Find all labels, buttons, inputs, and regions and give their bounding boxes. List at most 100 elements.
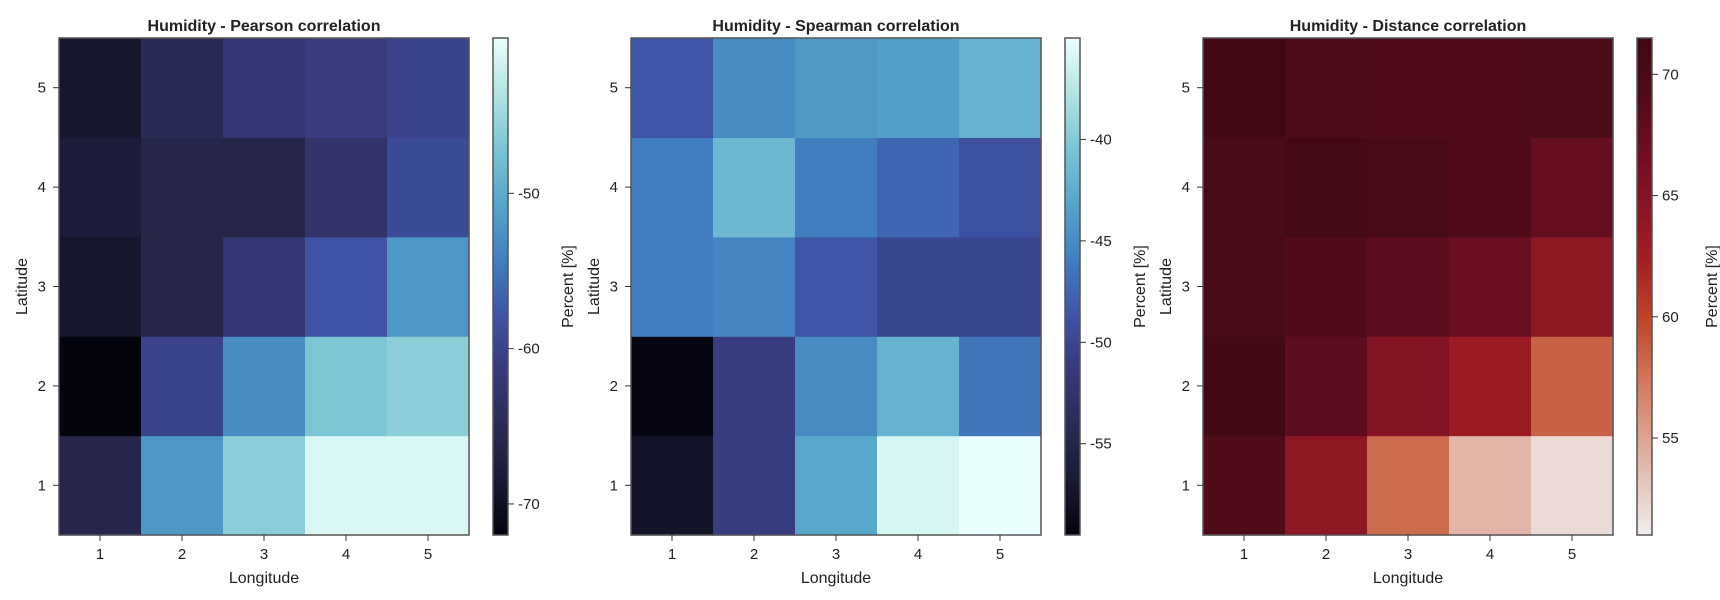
- heatmap-cell-pearson-r5-c1: [59, 38, 142, 138]
- heatmap-cell-pearson-r4-c2: [141, 137, 224, 238]
- heatmap-cell-spearman-r1-c2: [713, 435, 796, 536]
- y-tick-label-pearson: 5: [38, 80, 46, 97]
- heatmap-cell-spearman-r2-c5: [959, 336, 1042, 437]
- heatmap-cell-spearman-r2-c1: [631, 336, 714, 437]
- heatmap-cell-spearman-r1-c4: [877, 435, 960, 536]
- heatmap-cell-distance-r3-c5: [1531, 236, 1614, 337]
- heatmap-cell-distance-r4-c4: [1449, 137, 1532, 238]
- heatmap-cell-spearman-r5-c4: [877, 38, 960, 138]
- heatmap-cell-spearman-r3-c2: [713, 236, 796, 337]
- heatmap-cell-pearson-r5-c4: [305, 38, 388, 138]
- colorbar-label-spearman: Percent [%]: [1132, 245, 1149, 328]
- heatmap-cell-spearman-r3-c4: [877, 236, 960, 337]
- heatmap-cell-distance-r4-c2: [1285, 137, 1368, 238]
- y-tick-label-distance: 5: [1182, 80, 1190, 97]
- colorbar-distance: [1636, 37, 1653, 536]
- x-tick-label-distance: 1: [1240, 546, 1248, 563]
- y-tick-label-pearson: 4: [38, 179, 46, 196]
- heatmap-cell-pearson-r5-c2: [141, 38, 224, 138]
- heatmap-cell-distance-r1-c2: [1285, 435, 1368, 536]
- heatmap-cell-distance-r1-c4: [1449, 435, 1532, 536]
- heatmap-cell-spearman-r2-c2: [713, 336, 796, 437]
- y-tick-label-distance: 1: [1182, 477, 1190, 494]
- y-tick-label-pearson: 1: [38, 477, 46, 494]
- heatmap-cell-distance-r4-c5: [1531, 137, 1614, 238]
- heatmap-cell-distance-r3-c4: [1449, 236, 1532, 337]
- heatmap-cell-distance-r5-c4: [1449, 38, 1532, 138]
- colorbar-label-distance: Percent [%]: [1704, 245, 1720, 328]
- heatmap-cell-spearman-r5-c2: [713, 38, 796, 138]
- y-tick-label-spearman: 1: [610, 477, 618, 494]
- heatmap-cell-pearson-r4-c4: [305, 137, 388, 238]
- heatmap-cell-spearman-r2-c3: [795, 336, 878, 437]
- x-tick-label-pearson: 4: [342, 546, 350, 563]
- y-axis-label-spearman: Latitude: [586, 258, 603, 315]
- heatmap-cell-distance-r3-c2: [1285, 236, 1368, 337]
- heatmap-cell-pearson-r1-c2: [141, 435, 224, 536]
- colorbar-tick-label-distance: 55: [1662, 430, 1679, 447]
- y-tick-label-spearman: 2: [610, 378, 618, 395]
- heatmap-cell-distance-r2-c2: [1285, 336, 1368, 437]
- heatmap-cell-pearson-r3-c4: [305, 236, 388, 337]
- heatmap-panel-spearman: Humidity - Spearman correlation 1 2 3 4 5 1 2 3 4…: [586, 18, 1149, 587]
- heatmap-cell-distance-r5-c2: [1285, 38, 1368, 138]
- heatmap-cell-pearson-r5-c5: [387, 38, 470, 138]
- heatmap-cell-pearson-r3-c5: [387, 236, 470, 337]
- heatmap-cell-pearson-r4-c3: [223, 137, 306, 238]
- heatmap-cell-distance-r5-c3: [1367, 38, 1450, 138]
- heatmap-panel-distance: Humidity - Distance correlation 1 2 3 4 5 1 2 3 4…: [1158, 18, 1720, 587]
- heatmap-cell-distance-r2-c5: [1531, 336, 1614, 437]
- chart-title-distance: Humidity - Distance correlation: [1290, 18, 1527, 35]
- heatmap-cell-spearman-r1-c3: [795, 435, 878, 536]
- y-tick-label-distance: 4: [1182, 179, 1190, 196]
- heatmap-cell-pearson-r2-c4: [305, 336, 388, 437]
- heatmap-cell-spearman-r2-c4: [877, 336, 960, 437]
- heatmap-cell-spearman-r1-c5: [959, 435, 1042, 536]
- x-tick-label-distance: 2: [1322, 546, 1330, 563]
- colorbar-tick-label-spearman: -45: [1090, 233, 1112, 250]
- colorbar-spearman: [1064, 37, 1081, 536]
- y-tick-label-pearson: 3: [38, 279, 46, 296]
- heatmap-cell-spearman-r3-c1: [631, 236, 714, 337]
- heatmap-cell-pearson-r1-c5: [387, 435, 470, 536]
- heatmap-cell-spearman-r5-c5: [959, 38, 1042, 138]
- chart-title-pearson: Humidity - Pearson correlation: [148, 18, 381, 35]
- chart-title-spearman: Humidity - Spearman correlation: [712, 18, 959, 35]
- y-tick-label-spearman: 3: [610, 279, 618, 296]
- x-tick-label-distance: 5: [1568, 546, 1576, 563]
- heatmap-cell-spearman-r3-c3: [795, 236, 878, 337]
- heatmap-cell-pearson-r3-c3: [223, 236, 306, 337]
- heatmap-cell-pearson-r2-c5: [387, 336, 470, 437]
- colorbar-tick-label-pearson: -50: [518, 185, 540, 202]
- heatmap-cell-distance-r3-c1: [1203, 236, 1286, 337]
- x-tick-label-pearson: 5: [424, 546, 432, 563]
- x-axis-label-distance: Longitude: [1373, 570, 1443, 587]
- heatmap-cell-distance-r1-c1: [1203, 435, 1286, 536]
- heatmap-cell-pearson-r2-c2: [141, 336, 224, 437]
- colorbar-tick-label-spearman: -40: [1090, 131, 1112, 148]
- heatmap-cell-distance-r1-c5: [1531, 435, 1614, 536]
- colorbar-tick-label-spearman: -55: [1090, 436, 1112, 453]
- y-tick-label-spearman: 4: [610, 179, 618, 196]
- colorbar-pearson: [492, 37, 509, 536]
- x-axis-label-pearson: Longitude: [229, 570, 299, 587]
- heatmap-cell-distance-r1-c3: [1367, 435, 1450, 536]
- heatmap-cell-pearson-r1-c3: [223, 435, 306, 536]
- heatmap-cell-pearson-r4-c1: [59, 137, 142, 238]
- heatmap-cell-distance-r2-c4: [1449, 336, 1532, 437]
- heatmap-cell-distance-r4-c1: [1203, 137, 1286, 238]
- x-tick-label-spearman: 4: [914, 546, 922, 563]
- colorbar-tick-label-pearson: -70: [518, 496, 540, 513]
- x-axis-label-spearman: Longitude: [801, 570, 871, 587]
- heatmap-cell-spearman-r5-c3: [795, 38, 878, 138]
- x-tick-label-distance: 4: [1486, 546, 1494, 563]
- heatmap-cell-pearson-r1-c1: [59, 435, 142, 536]
- colorbar-tick-label-spearman: -50: [1090, 334, 1112, 351]
- x-tick-label-distance: 3: [1404, 546, 1412, 563]
- y-tick-label-distance: 3: [1182, 279, 1190, 296]
- heatmap-cell-pearson-r2-c3: [223, 336, 306, 437]
- heatmap-cell-spearman-r4-c4: [877, 137, 960, 238]
- x-tick-label-spearman: 2: [750, 546, 758, 563]
- x-tick-label-spearman: 5: [996, 546, 1004, 563]
